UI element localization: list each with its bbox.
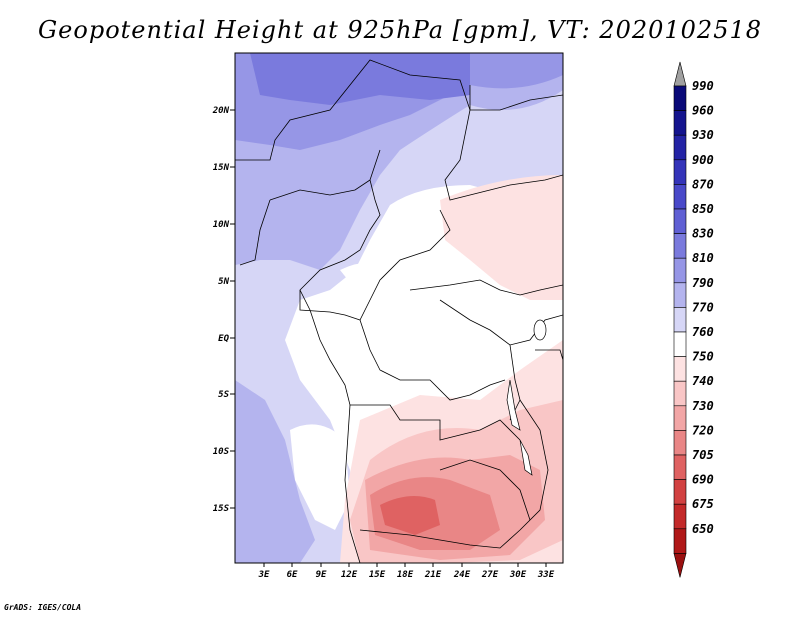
map-frame	[234, 52, 564, 564]
colorbar-cell	[673, 430, 687, 456]
lon-tick-label: 12E	[341, 570, 358, 580]
colorbar-level-label: 870	[692, 177, 714, 191]
region-750-760-northeast	[440, 175, 563, 300]
colorbar-cell	[673, 282, 687, 308]
lon-tick: 6E	[287, 563, 298, 580]
lon-tick: 3E	[258, 563, 270, 580]
lon-tick: 24E	[453, 563, 471, 580]
colorbar-cell	[673, 110, 687, 136]
colorbar-cell	[673, 85, 687, 111]
lat-tick: 5N	[218, 277, 235, 287]
colorbar-cell	[673, 307, 687, 333]
colorbar-level-label: 720	[692, 423, 714, 437]
lon-tick-label: 33E	[537, 570, 555, 580]
colorbar-level-label: 760	[692, 325, 714, 339]
lat-tick-label: 20N	[212, 106, 230, 116]
geopotential-field	[235, 53, 563, 563]
lat-tick: 5S	[218, 390, 235, 400]
colorbar-level-label: 930	[692, 128, 714, 142]
colorbar: 990 960 930 900 870 850 830 810 790 770 760 750 740 7…	[673, 61, 714, 578]
colorbar-cell	[673, 479, 687, 505]
lat-tick: 10N	[213, 220, 235, 230]
colorbar-cell	[673, 356, 687, 382]
lon-tick: 12E	[341, 563, 358, 580]
lat-tick-label: 5S	[218, 390, 229, 400]
lat-tick-label: 15N	[213, 163, 230, 173]
colorbar-level-label: 730	[692, 399, 714, 413]
colorbar-level-label: 810	[692, 251, 714, 265]
colorbar-cell	[673, 503, 687, 530]
lon-tick-label: 18E	[397, 570, 414, 580]
lakes	[506, 319, 547, 476]
colorbar-cell	[673, 257, 687, 284]
lon-tick: 9E	[316, 563, 327, 580]
lat-tick-label: 10N	[213, 220, 230, 230]
lat-tick: EQ	[218, 334, 235, 344]
lon-tick-label: 30E	[509, 570, 527, 580]
colorbar-level-label: 650	[692, 522, 714, 536]
lon-tick-label: 3E	[258, 570, 270, 580]
lon-tick: 21E	[424, 563, 442, 580]
lon-tick-label: 9E	[316, 570, 327, 580]
region-760-770-center	[340, 262, 400, 300]
colorbar-top-arrow	[673, 61, 687, 87]
colorbar-level-label: 990	[692, 79, 714, 93]
lat-tick: 10S	[213, 447, 235, 457]
region-705-720	[380, 496, 440, 535]
colorbar-level-label: 675	[692, 497, 714, 511]
colorbar-level-label: 770	[692, 300, 714, 314]
lon-axis: 3E 6E 9E 12E 15E 18E 21E 24E 27E 30E 33E	[258, 563, 555, 580]
lon-tick: 27E	[481, 563, 499, 580]
lat-tick: 20N	[212, 106, 235, 116]
lat-axis: 20N 15N 10N 5N EQ 5S 10S 15S	[212, 106, 235, 514]
lat-tick: 15S	[213, 504, 235, 514]
colorbar-level-label: 790	[692, 276, 714, 290]
colorbar-cell	[673, 528, 687, 554]
lat-tick-label: 10S	[213, 447, 230, 457]
lon-tick-label: 27E	[481, 570, 499, 580]
colorbar-level-label: 900	[692, 153, 714, 167]
colorbar-level-label: 850	[692, 202, 714, 216]
lat-tick-label: 5N	[218, 277, 229, 287]
colorbar-level-label: 750	[692, 350, 714, 364]
country-borders	[235, 59, 563, 563]
lat-tick-label: 15S	[213, 504, 230, 514]
colorbar-level-label: 705	[692, 448, 714, 462]
lon-tick-label: 21E	[424, 570, 442, 580]
colorbar-cell	[673, 233, 687, 259]
lon-tick: 33E	[537, 563, 555, 580]
colorbar-cell	[673, 134, 687, 161]
lon-tick-label: 24E	[453, 570, 471, 580]
colorbar-cell	[673, 380, 687, 407]
lon-tick: 15E	[369, 563, 386, 580]
credit-text: GrADS: IGES/COLA	[4, 603, 82, 612]
colorbar-cell	[673, 454, 687, 480]
region-790-810-south	[235, 380, 315, 563]
colorbar-level-label: 960	[692, 104, 714, 118]
colorbar-level-label: 690	[692, 473, 714, 487]
region-760-770-west	[290, 424, 350, 530]
lon-tick-label: 15E	[369, 570, 386, 580]
colorbar-cell	[673, 159, 687, 185]
colorbar-cell	[673, 184, 687, 210]
lat-tick: 15N	[213, 163, 235, 173]
colorbar-level-label: 830	[692, 227, 714, 241]
colorbar-cell	[673, 405, 687, 431]
chart-title: Geopotential Height at 925hPa [gpm], VT:…	[38, 16, 762, 44]
region-830-850	[250, 53, 470, 105]
colorbar-bottom-arrow	[673, 553, 687, 578]
lat-tick-label: EQ	[218, 334, 229, 344]
colorbar-cell	[673, 331, 687, 357]
lon-tick: 30E	[509, 563, 527, 580]
lon-tick-label: 6E	[287, 570, 298, 580]
colorbar-level-label: 740	[692, 374, 714, 388]
lon-tick: 18E	[397, 563, 414, 580]
colorbar-cell	[673, 208, 687, 234]
